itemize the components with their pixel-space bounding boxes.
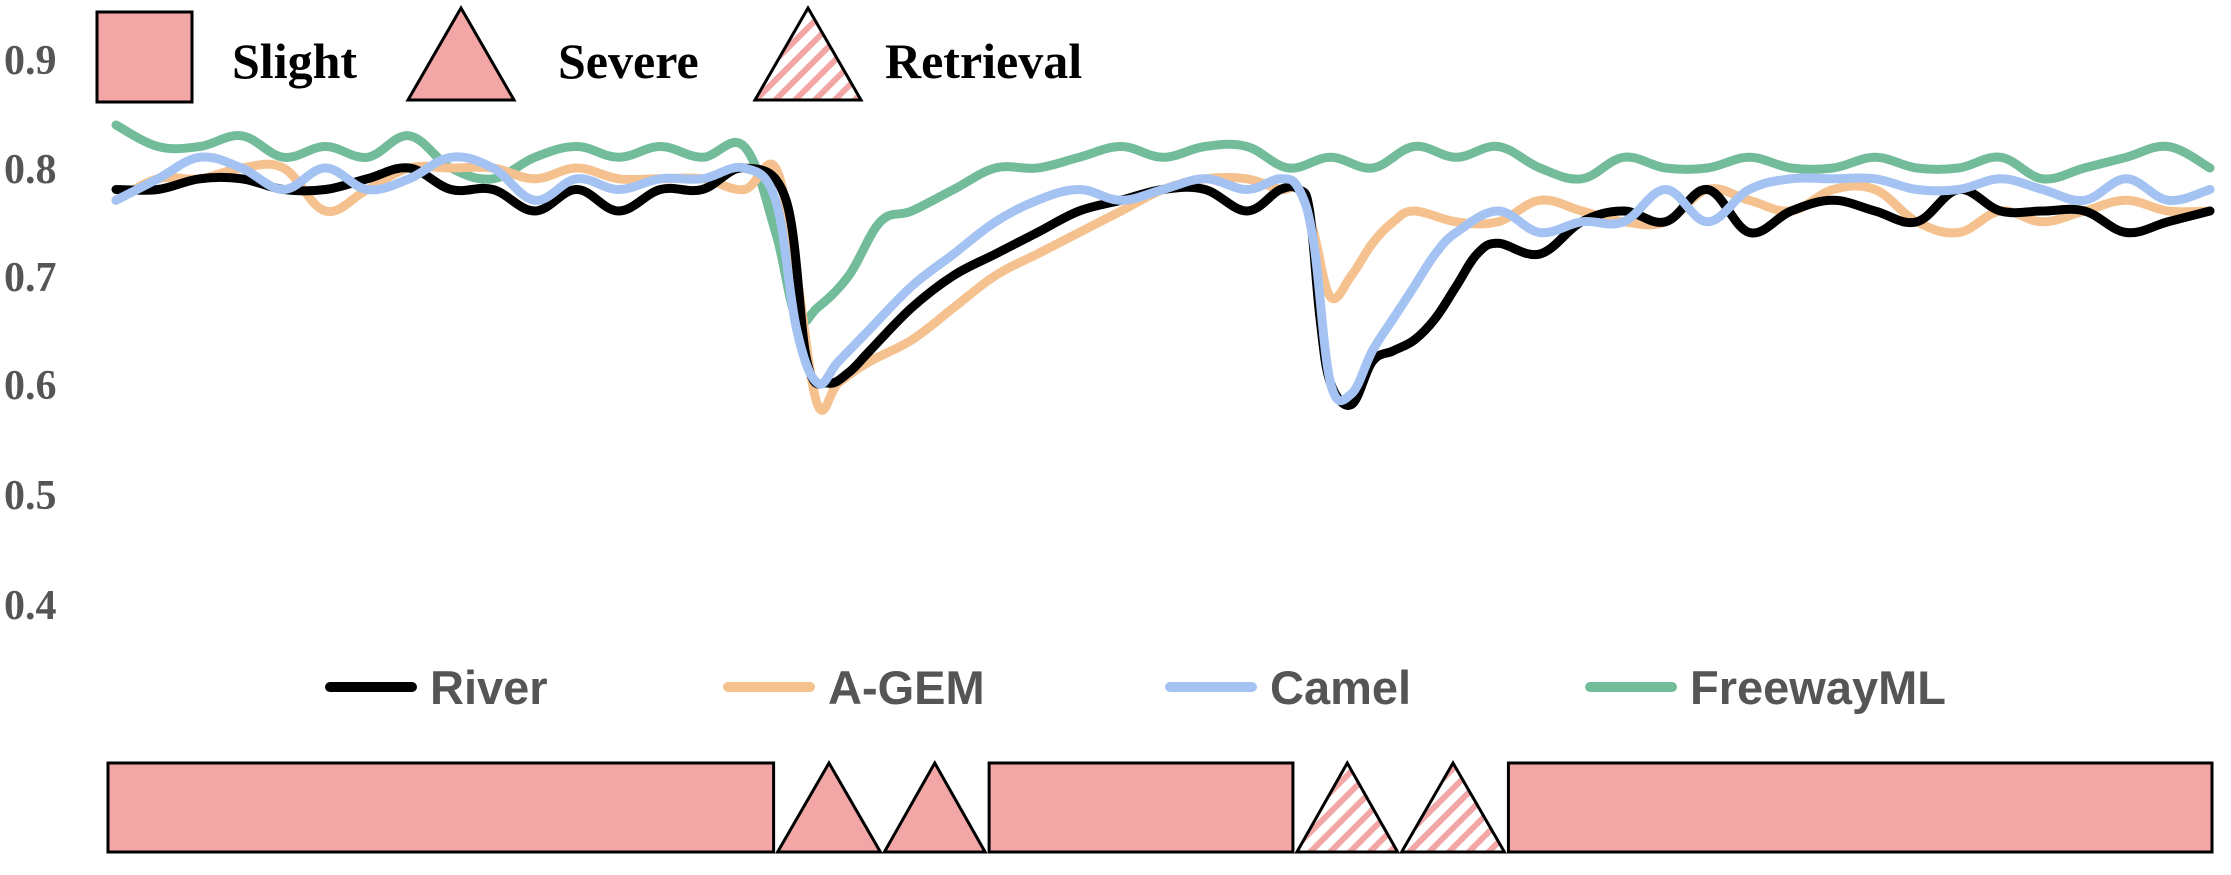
legend-freewayml-label: FreewayML [1690,661,1946,714]
drift-segment-severe [881,759,988,854]
drift-segment-severe [775,760,884,854]
y-tick-label: 0.8 [4,147,57,193]
legend-severe-label: Severe [558,33,699,89]
drift-segment-retrieval [1294,759,1401,854]
y-tick-label: 0.4 [4,583,57,629]
drift-segment-slight [1506,761,2214,854]
drift-segment-slight [987,761,1295,854]
legend-slight-label: Slight [232,33,357,89]
y-tick-label: 0.7 [4,255,57,301]
series-legend: River A-GEM Camel FreewayML [325,661,1946,714]
drift-sequence-bar [106,759,2214,854]
y-axis-ticks: 0.4 0.5 0.6 0.7 0.8 0.9 [4,38,57,629]
drift-segment-retrieval [1399,760,1508,854]
series-line-freewayml [111,120,2215,329]
legend-camel-label: Camel [1270,661,1411,714]
series-lines [111,120,2215,415]
y-tick-label: 0.6 [4,363,57,409]
legend-slight-swatch [95,10,194,104]
legend-retrieval-swatch [752,4,864,102]
legend-retrieval-label: Retrieval [885,33,1082,89]
drift-legend: Slight Severe Retrieval [95,4,1082,104]
series-line-river [111,163,2215,410]
y-tick-label: 0.5 [4,473,57,519]
series-line-camel [111,152,2215,406]
legend-severe-swatch [405,4,517,102]
drift-segment-slight [106,761,776,854]
series-line-a-gem [111,159,2215,415]
y-tick-label: 0.9 [4,38,57,84]
legend-river-label: River [430,661,548,714]
legend-a-gem-label: A-GEM [828,661,985,714]
